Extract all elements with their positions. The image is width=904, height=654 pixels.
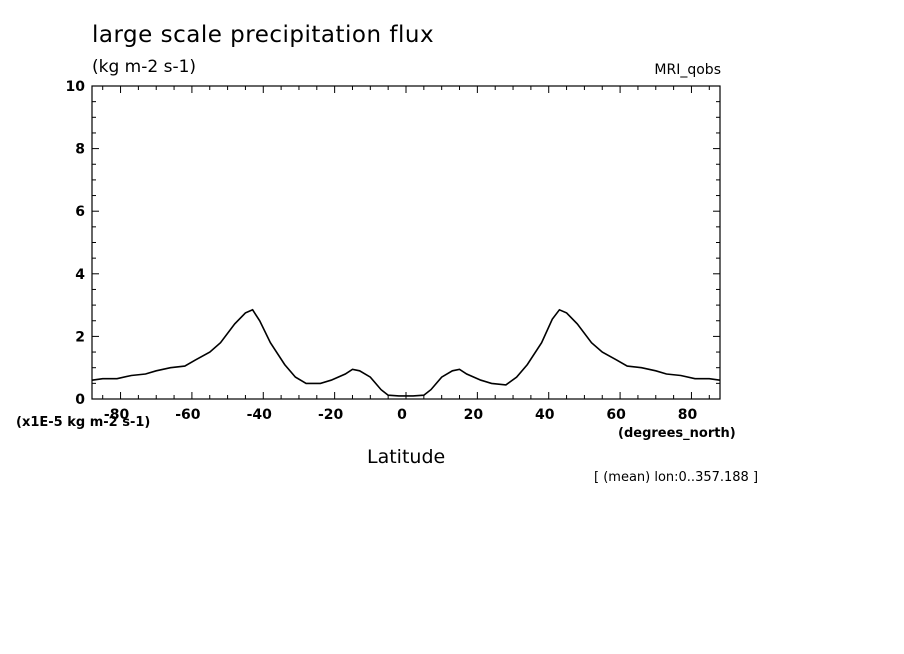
x-tick-label: -80 [104,407,130,423]
x-tick-label: 20 [464,407,484,423]
y-tick-label: 0 [75,392,85,408]
chart-title: large scale precipitation flux [92,22,435,48]
x-tick-label: 0 [397,407,407,423]
model-label: MRI_qobs [654,62,721,78]
axis-tick-labels: -80 -60 -40 -20 0 20 40 60 80 0 2 4 6 8 10 [66,79,698,423]
y-axis-multiplier: (x1E-5 kg m-2 s-1) [16,415,151,430]
y-tick-label: 6 [75,204,85,220]
x-tick-label: 80 [678,407,698,423]
mean-longitude-note: [ (mean) lon:0..357.188 ] [594,470,759,485]
x-tick-label: -20 [318,407,344,423]
x-tick-label: -40 [247,407,273,423]
axis-ticks [92,86,720,399]
y-tick-label: 4 [75,267,85,283]
plot-frame [91,85,721,400]
x-tick-label: 60 [606,407,626,423]
y-tick-label: 2 [75,329,85,345]
chart-units: (kg m-2 s-1) [92,57,197,77]
y-tick-label: 8 [75,142,85,158]
x-tick-label: -60 [175,407,201,423]
x-axis-label: Latitude [367,446,446,468]
x-tick-label: 40 [535,407,555,423]
x-axis-units: (degrees_north) [618,426,736,441]
precipitation-line [91,308,721,397]
y-tick-label: 10 [66,79,86,95]
